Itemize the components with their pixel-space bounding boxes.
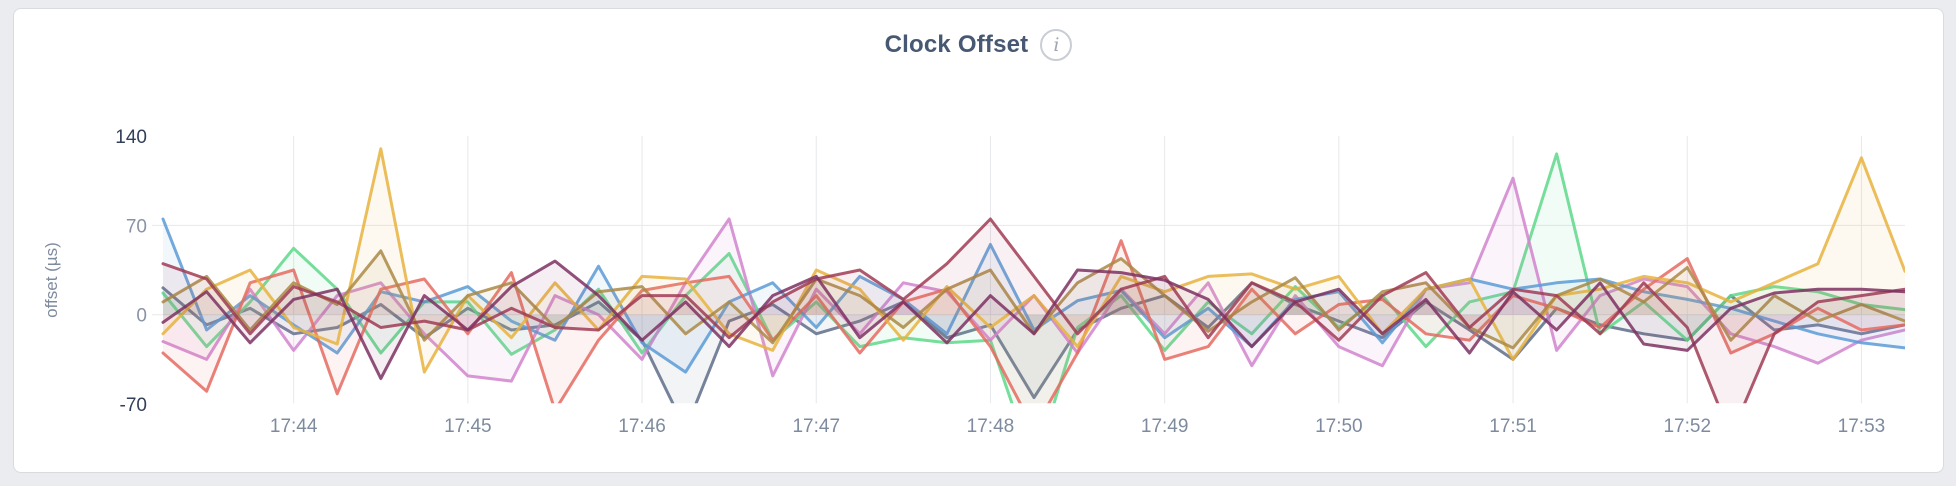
chart-title: Clock Offset (884, 31, 1029, 58)
chart-header: Clock Offset i (14, 29, 1943, 61)
info-icon[interactable]: i (1040, 29, 1073, 61)
chart-card: Clock Offset i (13, 8, 1944, 473)
